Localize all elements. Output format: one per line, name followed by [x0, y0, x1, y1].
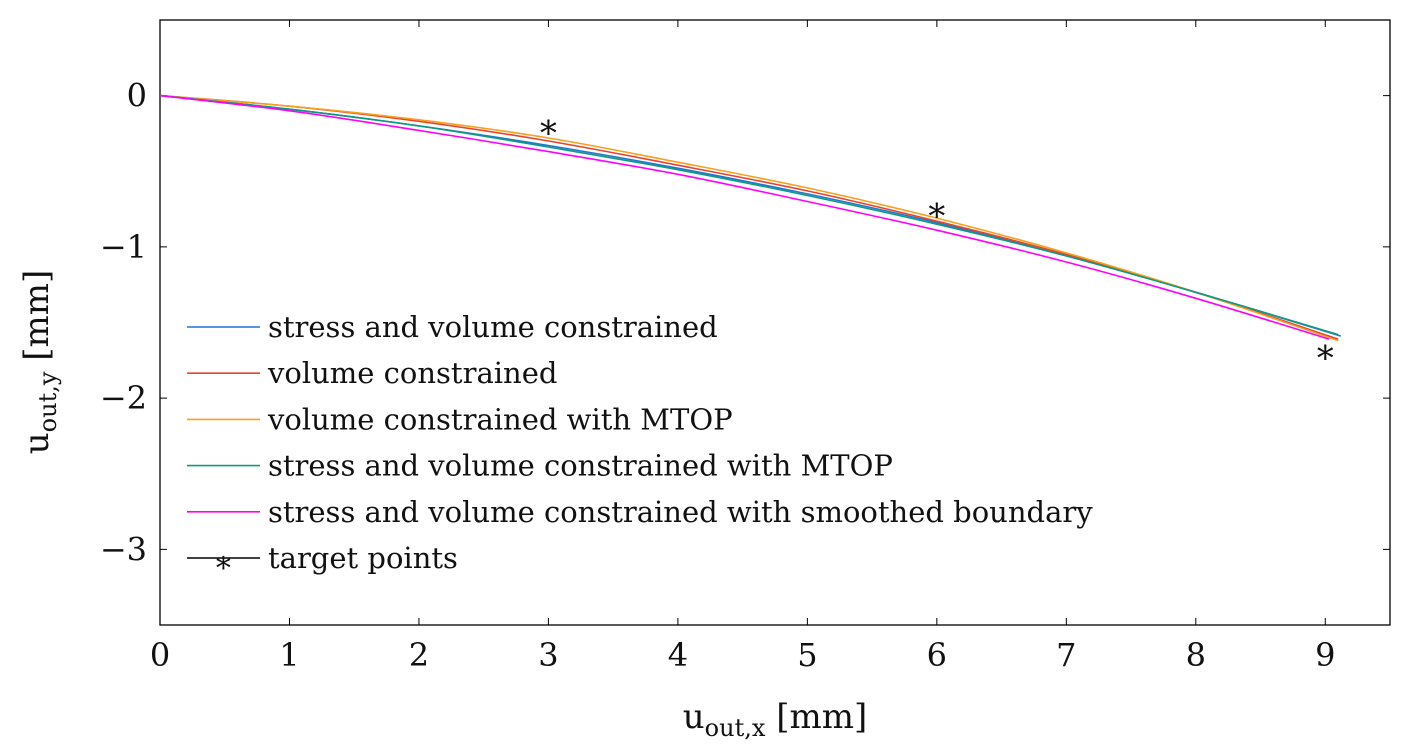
- target-point-marker: ∗: [925, 190, 948, 230]
- y-axis-label-sub: out,y: [34, 371, 62, 432]
- legend-entry: volume constrained with MTOP: [267, 402, 733, 436]
- x-tick-label: 9: [1315, 636, 1335, 674]
- y-tick-label: 0: [127, 77, 147, 115]
- series-line: [159, 94, 1330, 340]
- x-tick-label: 1: [279, 636, 299, 674]
- series-line: [159, 94, 1339, 340]
- y-axis-label-unit: [mm]: [17, 270, 57, 372]
- x-tick-label: 5: [797, 636, 817, 674]
- y-tick-label: −3: [100, 530, 147, 568]
- plot-area: [159, 19, 1391, 626]
- x-tick-label: 0: [150, 636, 170, 674]
- legend: stress and volume constrained volume cons…: [187, 310, 1093, 580]
- y-axis-label-base: u: [17, 432, 57, 454]
- y-tick-label: −1: [100, 228, 147, 266]
- series-line: [159, 94, 1339, 336]
- x-tick-label: 2: [409, 636, 429, 674]
- x-axis-label-sub: out,x: [705, 714, 766, 742]
- x-tick-label: 8: [1186, 636, 1206, 674]
- series-line: [159, 94, 1339, 342]
- x-tick-label: 3: [538, 636, 558, 674]
- x-axis-label-base: u: [683, 697, 705, 737]
- x-axis-label-unit: [mm]: [765, 697, 867, 737]
- tick-labels: 0 1 2 3 4 5 6 7 8 9 0 −1 −2 −3: [100, 77, 1336, 674]
- y-axis-label: uout,y [mm]: [17, 270, 62, 454]
- x-tick-label: 4: [668, 636, 688, 674]
- legend-marker: ∗: [213, 545, 233, 580]
- legend-entry: stress and volume constrained with smoot…: [268, 495, 1093, 529]
- x-tick-label: 6: [927, 636, 947, 674]
- x-tick-label: 7: [1056, 636, 1076, 674]
- legend-entry: stress and volume constrained: [268, 310, 718, 344]
- legend-entry: target points: [268, 541, 458, 575]
- x-axis-label: uout,x [mm]: [683, 697, 867, 742]
- target-points-group: ∗ ∗ ∗: [537, 107, 1337, 372]
- axis-ticks: [159, 20, 1390, 625]
- y-tick-label: −2: [100, 379, 147, 417]
- legend-entry: stress and volume constrained with MTOP: [268, 449, 893, 483]
- legend-entry: volume constrained: [267, 356, 557, 390]
- series-line: [159, 94, 1342, 337]
- target-point-marker: ∗: [537, 107, 560, 147]
- series-group: [159, 94, 1342, 342]
- plot-frame: [159, 19, 1391, 626]
- target-point-marker: ∗: [1314, 332, 1337, 372]
